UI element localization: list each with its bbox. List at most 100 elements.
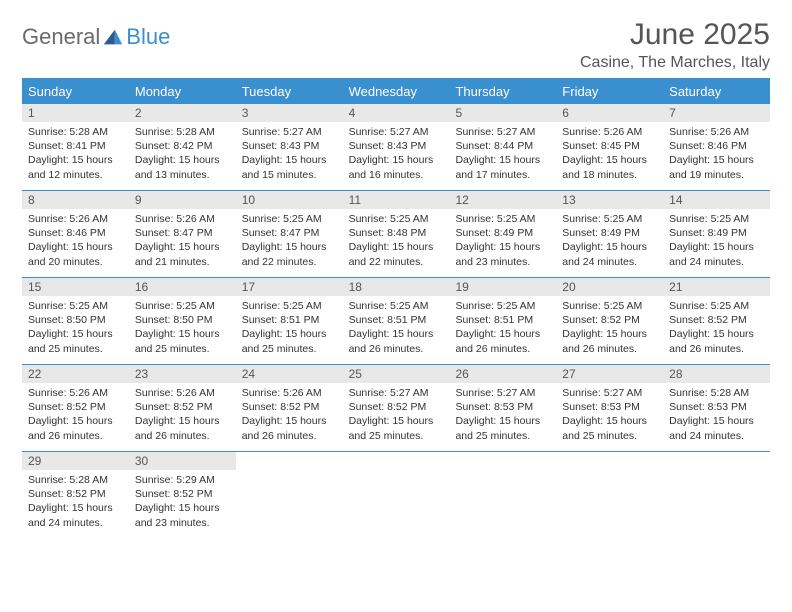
daylight-text-1: Daylight: 15 hours — [135, 327, 230, 341]
logo-text-general: General — [22, 24, 100, 50]
day-body: Sunrise: 5:28 AMSunset: 8:53 PMDaylight:… — [663, 383, 770, 449]
month-title: June 2025 — [580, 18, 770, 52]
sunrise-text: Sunrise: 5:25 AM — [562, 212, 657, 226]
daylight-text-1: Daylight: 15 hours — [28, 327, 123, 341]
daylight-text-2: and 15 minutes. — [242, 168, 337, 182]
day-cell: 23Sunrise: 5:26 AMSunset: 8:52 PMDayligh… — [129, 365, 236, 451]
day-body: Sunrise: 5:25 AMSunset: 8:50 PMDaylight:… — [22, 296, 129, 362]
day-body: Sunrise: 5:26 AMSunset: 8:52 PMDaylight:… — [22, 383, 129, 449]
week-row: 29Sunrise: 5:28 AMSunset: 8:52 PMDayligh… — [22, 452, 770, 538]
day-number: 11 — [343, 191, 450, 209]
sunrise-text: Sunrise: 5:27 AM — [455, 386, 550, 400]
day-cell: 27Sunrise: 5:27 AMSunset: 8:53 PMDayligh… — [556, 365, 663, 451]
week-row: 15Sunrise: 5:25 AMSunset: 8:50 PMDayligh… — [22, 278, 770, 365]
day-number: 8 — [22, 191, 129, 209]
day-body: Sunrise: 5:26 AMSunset: 8:45 PMDaylight:… — [556, 122, 663, 188]
sunrise-text: Sunrise: 5:28 AM — [28, 473, 123, 487]
sunrise-text: Sunrise: 5:25 AM — [349, 212, 444, 226]
week-row: 1Sunrise: 5:28 AMSunset: 8:41 PMDaylight… — [22, 104, 770, 191]
daylight-text-2: and 18 minutes. — [562, 168, 657, 182]
day-cell: 1Sunrise: 5:28 AMSunset: 8:41 PMDaylight… — [22, 104, 129, 190]
day-number: 17 — [236, 278, 343, 296]
day-number: 2 — [129, 104, 236, 122]
day-body: Sunrise: 5:28 AMSunset: 8:52 PMDaylight:… — [22, 470, 129, 536]
week-row: 8Sunrise: 5:26 AMSunset: 8:46 PMDaylight… — [22, 191, 770, 278]
sunset-text: Sunset: 8:52 PM — [349, 400, 444, 414]
daylight-text-1: Daylight: 15 hours — [28, 153, 123, 167]
daylight-text-1: Daylight: 15 hours — [455, 153, 550, 167]
sunrise-text: Sunrise: 5:25 AM — [562, 299, 657, 313]
week-row: 22Sunrise: 5:26 AMSunset: 8:52 PMDayligh… — [22, 365, 770, 452]
daylight-text-1: Daylight: 15 hours — [349, 153, 444, 167]
day-body: Sunrise: 5:25 AMSunset: 8:49 PMDaylight:… — [556, 209, 663, 275]
sunset-text: Sunset: 8:51 PM — [455, 313, 550, 327]
daylight-text-1: Daylight: 15 hours — [28, 414, 123, 428]
sunrise-text: Sunrise: 5:26 AM — [669, 125, 764, 139]
sunset-text: Sunset: 8:49 PM — [669, 226, 764, 240]
daylight-text-1: Daylight: 15 hours — [242, 153, 337, 167]
sunset-text: Sunset: 8:43 PM — [349, 139, 444, 153]
day-number: 25 — [343, 365, 450, 383]
day-body: Sunrise: 5:28 AMSunset: 8:42 PMDaylight:… — [129, 122, 236, 188]
calendar-grid: Sunday Monday Tuesday Wednesday Thursday… — [22, 78, 770, 538]
day-number: 7 — [663, 104, 770, 122]
day-number: 22 — [22, 365, 129, 383]
day-cell — [343, 452, 450, 538]
daylight-text-2: and 25 minutes. — [242, 342, 337, 356]
day-cell: 17Sunrise: 5:25 AMSunset: 8:51 PMDayligh… — [236, 278, 343, 364]
day-cell: 6Sunrise: 5:26 AMSunset: 8:45 PMDaylight… — [556, 104, 663, 190]
day-number: 20 — [556, 278, 663, 296]
day-body: Sunrise: 5:25 AMSunset: 8:52 PMDaylight:… — [663, 296, 770, 362]
daylight-text-1: Daylight: 15 hours — [669, 327, 764, 341]
day-number: 21 — [663, 278, 770, 296]
day-cell — [236, 452, 343, 538]
day-cell — [556, 452, 663, 538]
daylight-text-1: Daylight: 15 hours — [562, 153, 657, 167]
day-number: 12 — [449, 191, 556, 209]
daylight-text-1: Daylight: 15 hours — [455, 414, 550, 428]
sunset-text: Sunset: 8:53 PM — [562, 400, 657, 414]
day-body: Sunrise: 5:27 AMSunset: 8:52 PMDaylight:… — [343, 383, 450, 449]
weekday-header: Saturday — [663, 80, 770, 104]
daylight-text-1: Daylight: 15 hours — [135, 414, 230, 428]
daylight-text-1: Daylight: 15 hours — [242, 414, 337, 428]
sunrise-text: Sunrise: 5:26 AM — [28, 212, 123, 226]
day-number: 10 — [236, 191, 343, 209]
sunrise-text: Sunrise: 5:25 AM — [669, 299, 764, 313]
daylight-text-2: and 17 minutes. — [455, 168, 550, 182]
day-cell: 3Sunrise: 5:27 AMSunset: 8:43 PMDaylight… — [236, 104, 343, 190]
weekday-header: Sunday — [22, 80, 129, 104]
day-number: 5 — [449, 104, 556, 122]
daylight-text-1: Daylight: 15 hours — [669, 153, 764, 167]
day-body: Sunrise: 5:25 AMSunset: 8:51 PMDaylight:… — [343, 296, 450, 362]
daylight-text-1: Daylight: 15 hours — [562, 240, 657, 254]
daylight-text-2: and 26 minutes. — [455, 342, 550, 356]
daylight-text-2: and 22 minutes. — [349, 255, 444, 269]
sunrise-text: Sunrise: 5:25 AM — [669, 212, 764, 226]
day-body: Sunrise: 5:25 AMSunset: 8:49 PMDaylight:… — [663, 209, 770, 275]
day-cell: 18Sunrise: 5:25 AMSunset: 8:51 PMDayligh… — [343, 278, 450, 364]
day-number: 3 — [236, 104, 343, 122]
sunset-text: Sunset: 8:53 PM — [455, 400, 550, 414]
weekday-header: Friday — [556, 80, 663, 104]
day-number: 28 — [663, 365, 770, 383]
sunset-text: Sunset: 8:50 PM — [135, 313, 230, 327]
daylight-text-1: Daylight: 15 hours — [135, 501, 230, 515]
day-cell: 19Sunrise: 5:25 AMSunset: 8:51 PMDayligh… — [449, 278, 556, 364]
sunset-text: Sunset: 8:52 PM — [242, 400, 337, 414]
sunset-text: Sunset: 8:48 PM — [349, 226, 444, 240]
day-cell: 15Sunrise: 5:25 AMSunset: 8:50 PMDayligh… — [22, 278, 129, 364]
sunset-text: Sunset: 8:41 PM — [28, 139, 123, 153]
sunrise-text: Sunrise: 5:26 AM — [562, 125, 657, 139]
daylight-text-2: and 22 minutes. — [242, 255, 337, 269]
sunrise-text: Sunrise: 5:25 AM — [242, 299, 337, 313]
daylight-text-2: and 16 minutes. — [349, 168, 444, 182]
sunset-text: Sunset: 8:52 PM — [669, 313, 764, 327]
day-body: Sunrise: 5:29 AMSunset: 8:52 PMDaylight:… — [129, 470, 236, 536]
day-cell: 12Sunrise: 5:25 AMSunset: 8:49 PMDayligh… — [449, 191, 556, 277]
sunrise-text: Sunrise: 5:27 AM — [455, 125, 550, 139]
sunset-text: Sunset: 8:45 PM — [562, 139, 657, 153]
daylight-text-2: and 24 minutes. — [669, 429, 764, 443]
day-cell: 24Sunrise: 5:26 AMSunset: 8:52 PMDayligh… — [236, 365, 343, 451]
daylight-text-2: and 12 minutes. — [28, 168, 123, 182]
